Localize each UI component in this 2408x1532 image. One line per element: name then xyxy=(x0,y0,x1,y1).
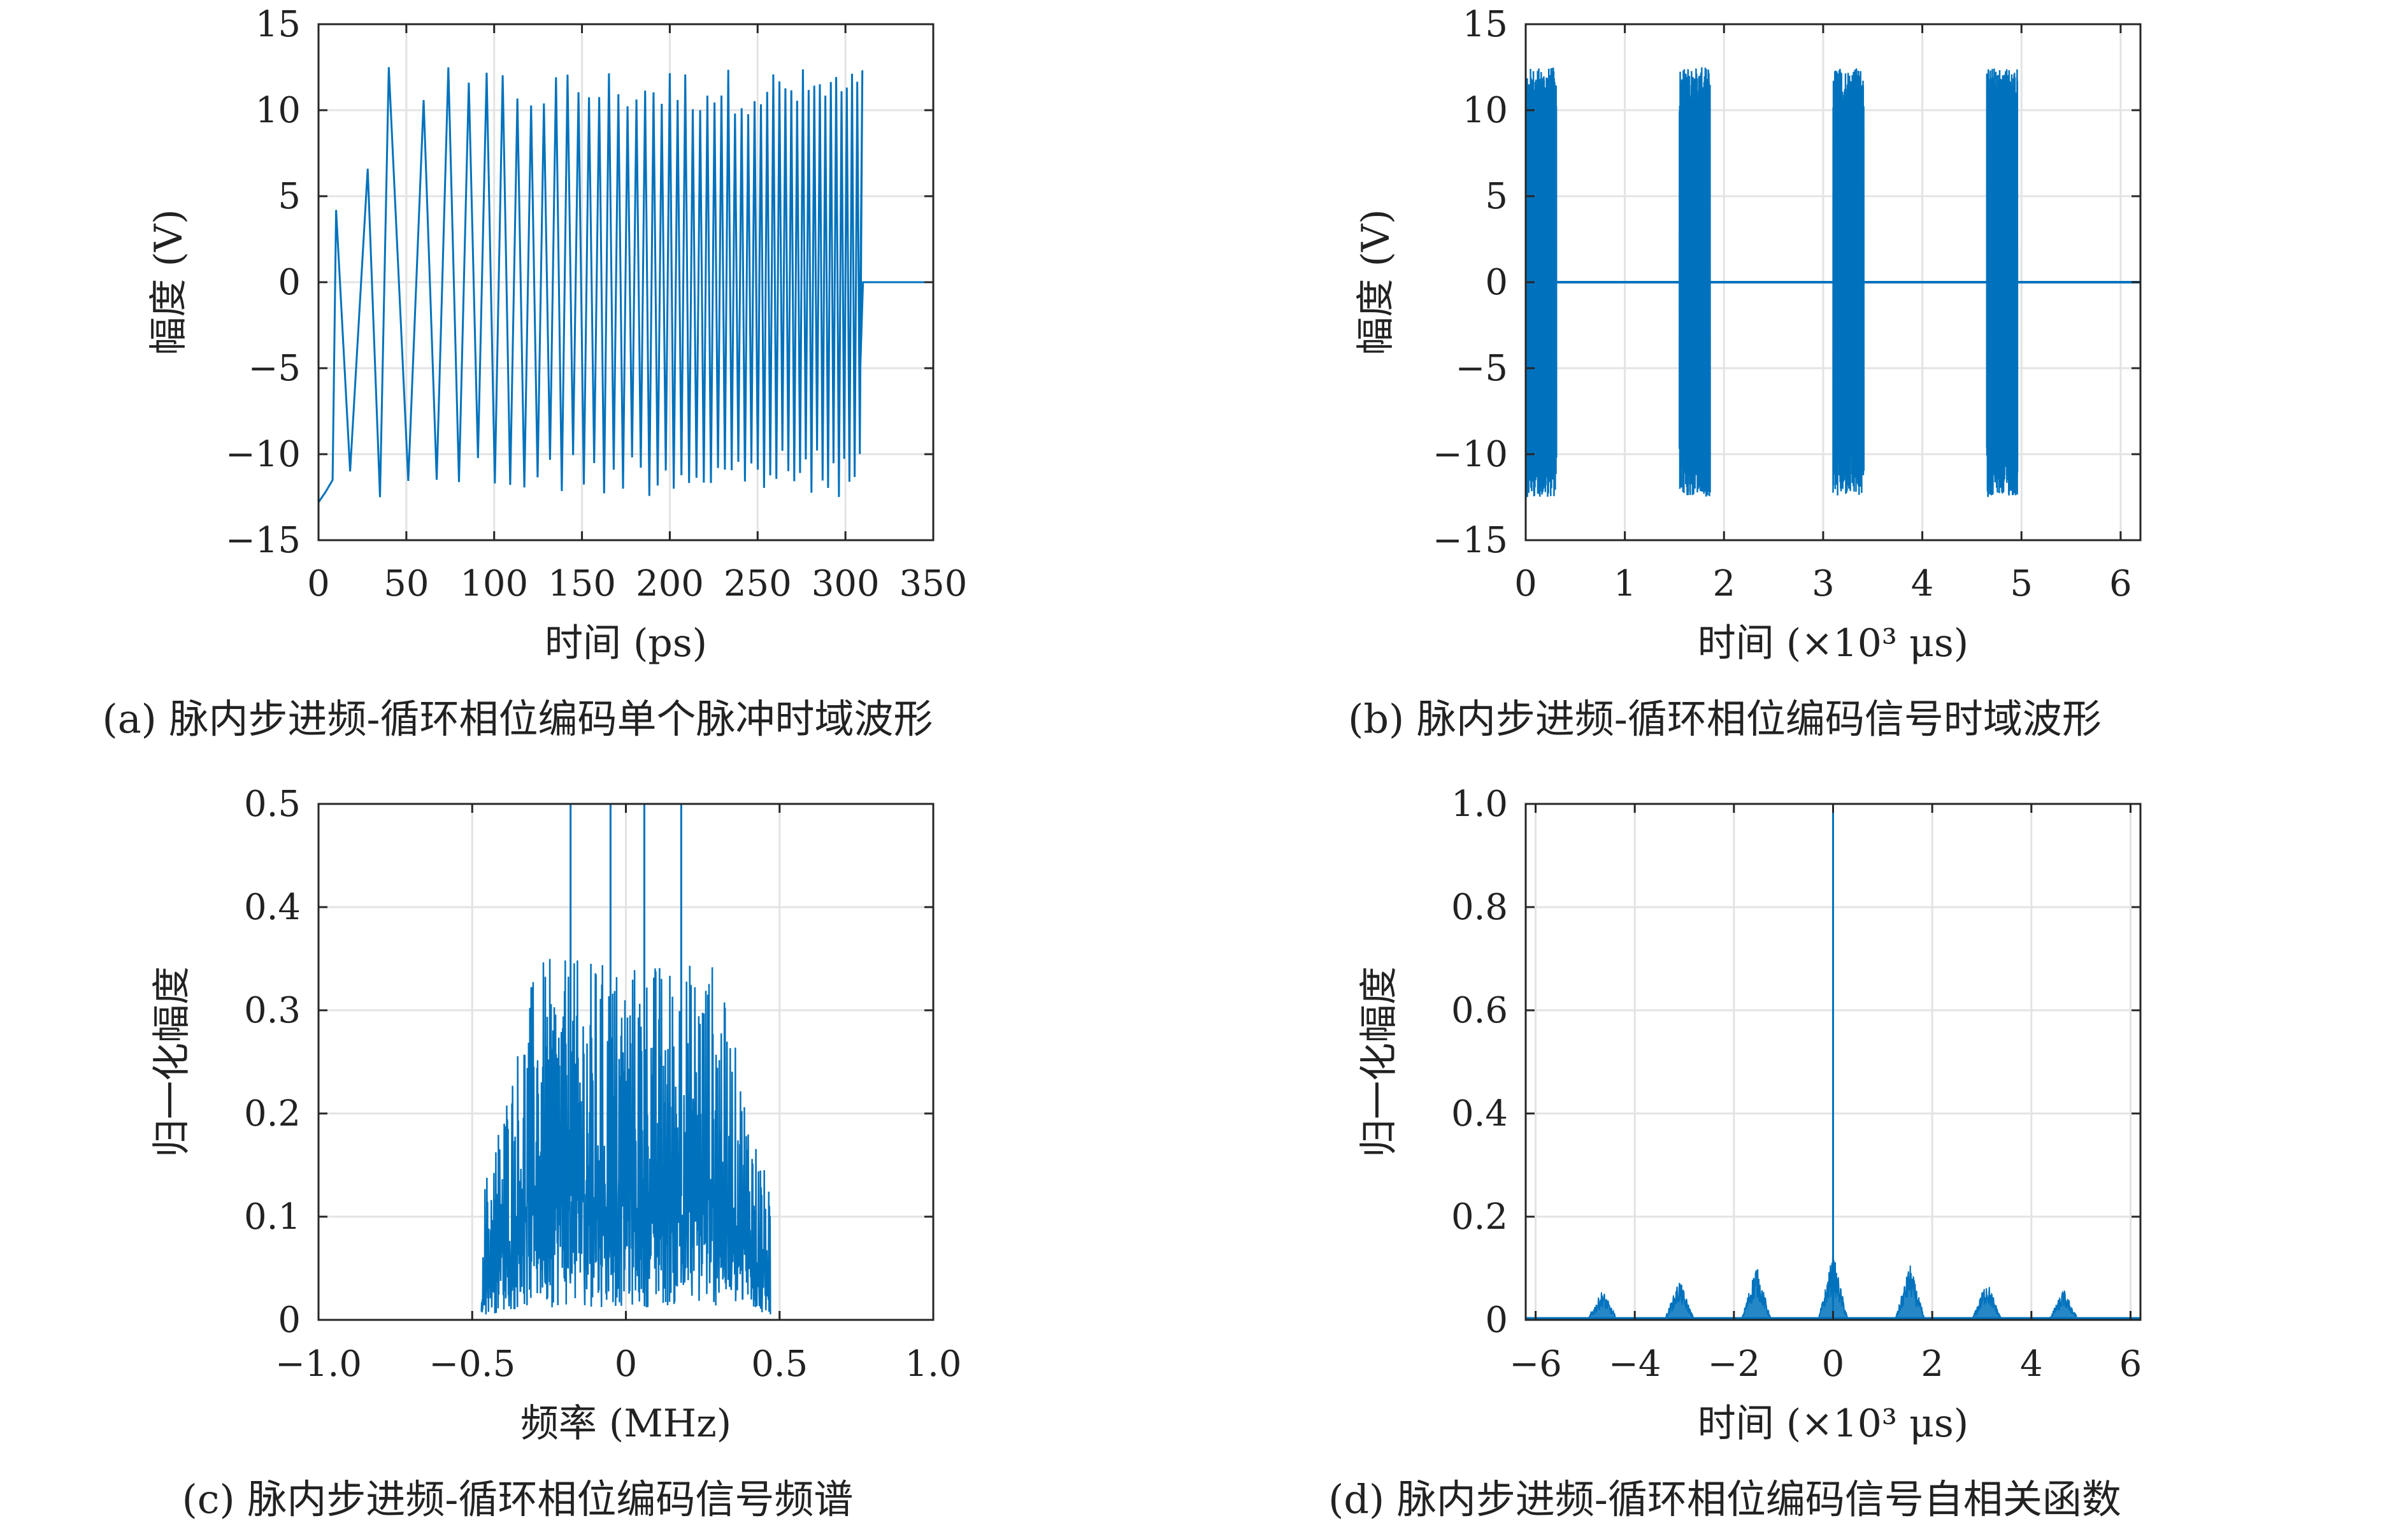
x-axis-label: 频率 (MHz) xyxy=(520,1401,731,1446)
x-tick-label: −0.5 xyxy=(429,1343,515,1385)
x-tick-label: 1 xyxy=(1614,563,1637,605)
y-tick-label: 0.6 xyxy=(1451,990,1508,1031)
panel-caption: (c) 脉内步进频-循环相位编码信号频谱 xyxy=(182,1476,854,1522)
y-tick-label: 0.2 xyxy=(244,1093,301,1135)
y-tick-label: 0.8 xyxy=(1451,887,1508,928)
y-tick-label: 15 xyxy=(1463,4,1508,45)
pulse-burst xyxy=(1832,68,1865,496)
y-tick-label: 0.5 xyxy=(244,784,301,825)
side-lobe xyxy=(1664,1282,1695,1320)
x-tick-label: 6 xyxy=(2119,1343,2142,1385)
x-tick-label: −4 xyxy=(1609,1343,1661,1385)
panel-c: −1.0 −0.5 0 0.5 1.0 0.5 0.4 0.3 0.2 0.1 0 频率 (MHz) 归… xyxy=(150,784,962,1522)
y-tick-label: 0.4 xyxy=(1451,1093,1508,1135)
y-tick-label: 0.4 xyxy=(244,887,301,928)
y-tick-label: 0 xyxy=(278,262,301,303)
y-tick-label: 0 xyxy=(1485,1299,1508,1341)
y-tick-label: −15 xyxy=(1433,520,1508,561)
side-lobe xyxy=(1817,1256,1849,1320)
x-tick-label: 5 xyxy=(2010,563,2033,605)
y-tick-label: −5 xyxy=(248,348,301,389)
x-tick-label: 0 xyxy=(1822,1343,1845,1385)
x-axis-label: 时间 (ps) xyxy=(545,621,707,666)
x-tick-label: 0 xyxy=(1514,563,1537,605)
x-tick-label: 50 xyxy=(383,563,429,605)
x-tick-label: 200 xyxy=(636,563,704,605)
panel-caption: (b) 脉内步进频-循环相位编码信号时域波形 xyxy=(1348,696,2102,742)
series-line xyxy=(319,67,933,503)
x-tick-label: 100 xyxy=(460,563,528,605)
side-lobe xyxy=(1740,1269,1772,1320)
plot-area xyxy=(1526,804,2140,1320)
x-tick-label: −6 xyxy=(1509,1343,1562,1385)
side-lobe xyxy=(2048,1289,2079,1320)
y-tick-label: 0.3 xyxy=(244,990,301,1031)
plot-area xyxy=(480,804,771,1315)
y-tick-label: 5 xyxy=(1485,176,1508,217)
x-tick-label: 2 xyxy=(1921,1343,1944,1385)
y-axis-label: 归一化幅度 xyxy=(150,966,194,1157)
y-tick-label: 0.1 xyxy=(244,1196,301,1238)
panel-d: −6 −4 −2 0 2 4 6 1.0 0.8 0.6 0.4 0.2 0 时间 (×10³ μs) 归一… xyxy=(1328,784,2142,1522)
y-tick-label: −10 xyxy=(226,434,301,475)
x-tick-label: −2 xyxy=(1708,1343,1761,1385)
pulse-burst xyxy=(1679,67,1711,497)
y-tick-label: 0 xyxy=(1485,262,1508,303)
x-axis-label: 时间 (×10³ μs) xyxy=(1698,621,1968,666)
y-tick-label: 5 xyxy=(278,176,301,217)
y-tick-label: 1.0 xyxy=(1451,784,1508,825)
x-tick-label: −1.0 xyxy=(275,1343,362,1385)
x-tick-label: 250 xyxy=(724,563,792,605)
x-tick-label: 2 xyxy=(1712,563,1735,605)
plot-area xyxy=(1526,67,2140,498)
y-tick-label: −5 xyxy=(1455,348,1508,389)
side-lobe xyxy=(1894,1265,1926,1320)
y-tick-label: 10 xyxy=(255,90,301,131)
y-axis-label: 幅度 (V) xyxy=(147,209,191,355)
spectrum-line xyxy=(480,959,771,1315)
y-tick-label: −15 xyxy=(226,520,301,561)
plot-area xyxy=(319,67,933,503)
y-tick-label: −10 xyxy=(1433,434,1508,475)
x-tick-label: 0 xyxy=(307,563,330,605)
y-axis-label: 归一化幅度 xyxy=(1357,966,1401,1157)
x-tick-label: 1.0 xyxy=(905,1343,961,1385)
panel-caption: (d) 脉内步进频-循环相位编码信号自相关函数 xyxy=(1328,1476,2121,1522)
x-tick-label: 4 xyxy=(2020,1343,2043,1385)
pulse-burst xyxy=(1526,68,1558,498)
pulse-burst xyxy=(1986,68,2019,498)
y-tick-label: 15 xyxy=(255,4,301,45)
x-tick-label: 4 xyxy=(1911,563,1934,605)
x-tick-label: 0.5 xyxy=(751,1343,808,1385)
x-tick-label: 0 xyxy=(615,1343,638,1385)
x-axis-label: 时间 (×10³ μs) xyxy=(1698,1401,1968,1446)
x-tick-label: 150 xyxy=(548,563,616,605)
y-tick-label: 0.2 xyxy=(1451,1196,1508,1238)
x-tick-label: 350 xyxy=(899,563,968,605)
x-tick-label: 300 xyxy=(812,563,880,605)
y-tick-label: 0 xyxy=(278,1299,301,1341)
side-lobe xyxy=(1971,1287,2003,1320)
y-tick-label: 10 xyxy=(1463,90,1508,131)
x-tick-label: 3 xyxy=(1812,563,1835,605)
y-axis-label: 幅度 (V) xyxy=(1354,209,1398,355)
x-tick-label: 6 xyxy=(2109,563,2132,605)
panel-b: 0 1 2 3 4 5 6 15 10 5 0 −5 −10 −15 时间 (×10³ μs) 幅度 (V) (… xyxy=(1348,4,2142,742)
panel-caption: (a) 脉内步进频-循环相位编码单个脉冲时域波形 xyxy=(103,696,933,742)
side-lobe xyxy=(1587,1292,1618,1320)
